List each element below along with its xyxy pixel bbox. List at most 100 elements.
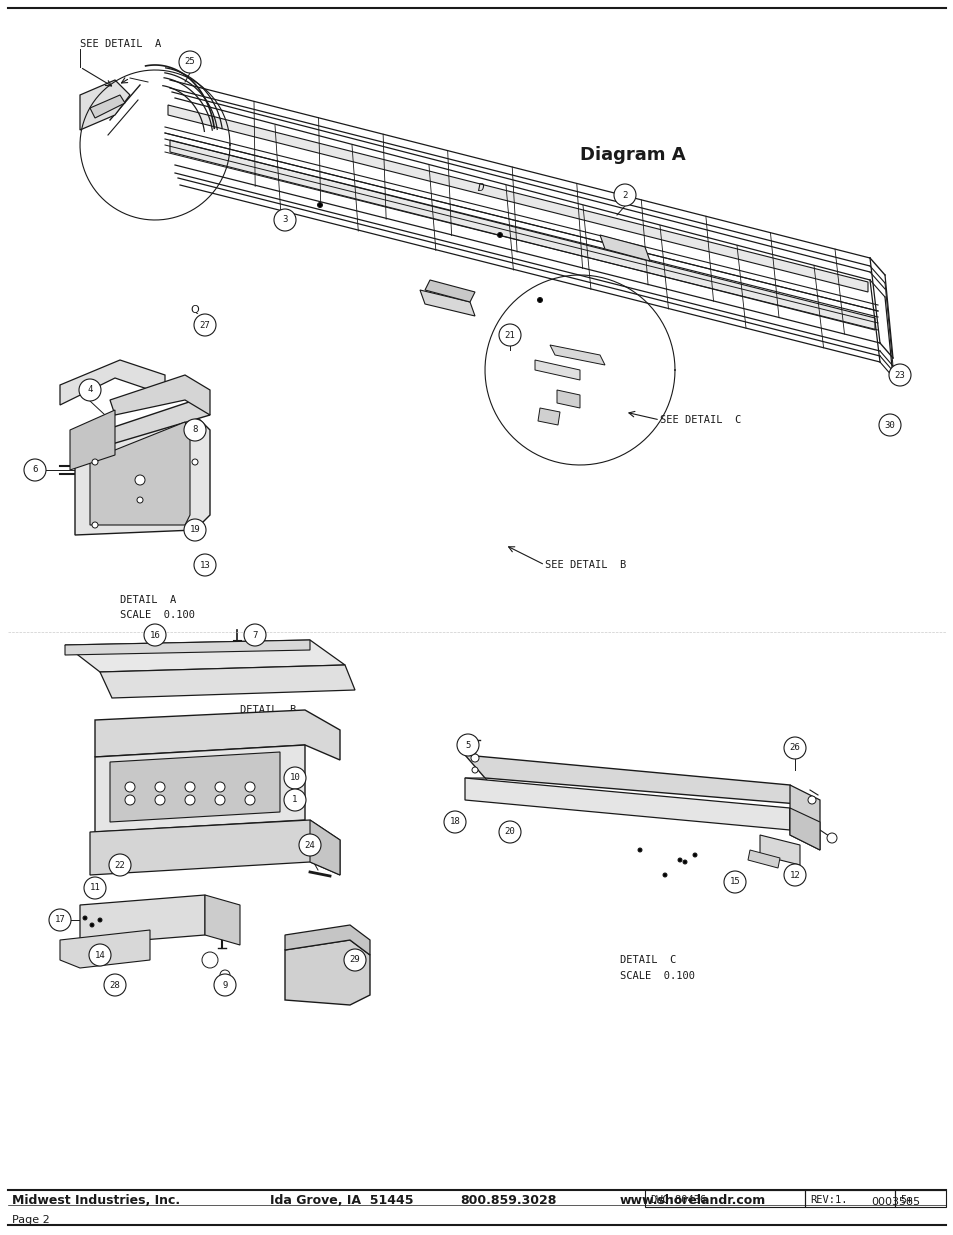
Circle shape — [193, 314, 215, 336]
Circle shape — [144, 624, 166, 646]
Circle shape — [245, 795, 254, 805]
Text: 9: 9 — [222, 981, 228, 989]
Polygon shape — [285, 940, 370, 1005]
Circle shape — [456, 734, 478, 756]
Text: D: D — [476, 183, 483, 193]
Circle shape — [154, 795, 165, 805]
Polygon shape — [550, 345, 604, 366]
Text: 17: 17 — [54, 915, 66, 925]
Circle shape — [98, 918, 102, 923]
Polygon shape — [537, 408, 559, 425]
Text: SEE DETAIL  A: SEE DETAIL A — [80, 40, 161, 49]
Polygon shape — [95, 745, 305, 832]
Circle shape — [678, 858, 681, 862]
Polygon shape — [789, 808, 820, 850]
Circle shape — [807, 797, 815, 804]
Text: 18: 18 — [449, 818, 460, 826]
Text: 27: 27 — [199, 321, 211, 330]
Text: DETAIL  A: DETAIL A — [120, 595, 176, 605]
Circle shape — [498, 821, 520, 844]
Polygon shape — [90, 820, 339, 876]
Circle shape — [184, 419, 206, 441]
Circle shape — [443, 811, 465, 832]
Polygon shape — [599, 235, 649, 261]
Circle shape — [317, 203, 322, 207]
Text: 22: 22 — [114, 861, 125, 869]
Circle shape — [185, 795, 194, 805]
Polygon shape — [464, 755, 809, 805]
Circle shape — [104, 974, 126, 995]
Circle shape — [213, 974, 235, 995]
Circle shape — [692, 853, 697, 857]
Polygon shape — [285, 925, 370, 955]
Circle shape — [537, 298, 542, 303]
Polygon shape — [65, 640, 345, 672]
Text: 11: 11 — [90, 883, 100, 893]
Text: DWG:80436: DWG:80436 — [649, 1195, 705, 1205]
Text: 28: 28 — [110, 981, 120, 989]
Polygon shape — [747, 850, 780, 868]
Circle shape — [135, 475, 145, 485]
Circle shape — [662, 873, 666, 877]
Circle shape — [184, 519, 206, 541]
Polygon shape — [70, 410, 115, 471]
Polygon shape — [205, 895, 240, 945]
Text: SCALE  0.100: SCALE 0.100 — [240, 721, 314, 731]
Circle shape — [497, 232, 502, 237]
Text: 4: 4 — [88, 385, 92, 394]
Polygon shape — [80, 895, 205, 945]
Circle shape — [614, 184, 636, 206]
Circle shape — [682, 860, 686, 864]
Text: 26: 26 — [789, 743, 800, 752]
Polygon shape — [95, 710, 339, 760]
Circle shape — [49, 909, 71, 931]
Polygon shape — [60, 930, 150, 968]
Circle shape — [83, 916, 87, 920]
Circle shape — [185, 782, 194, 792]
Polygon shape — [760, 835, 800, 864]
Text: 30: 30 — [883, 420, 895, 430]
Text: 12: 12 — [789, 871, 800, 879]
Circle shape — [193, 555, 215, 576]
Circle shape — [89, 944, 111, 966]
Text: SCALE  0.100: SCALE 0.100 — [120, 610, 194, 620]
Polygon shape — [170, 140, 874, 330]
Polygon shape — [100, 664, 355, 698]
Polygon shape — [464, 778, 789, 830]
Text: 21: 21 — [504, 331, 515, 340]
Circle shape — [125, 782, 135, 792]
Circle shape — [220, 969, 230, 981]
Text: 800.859.3028: 800.859.3028 — [459, 1194, 556, 1207]
Text: Q: Q — [191, 305, 199, 315]
Text: 25: 25 — [185, 58, 195, 67]
Circle shape — [154, 782, 165, 792]
Circle shape — [109, 853, 131, 876]
Polygon shape — [789, 785, 820, 850]
Text: 10: 10 — [290, 773, 300, 783]
Text: 7: 7 — [252, 631, 257, 640]
Circle shape — [137, 496, 143, 503]
Text: 23: 23 — [894, 370, 904, 379]
Text: 1: 1 — [292, 795, 297, 804]
Circle shape — [84, 877, 106, 899]
Text: Ida Grove, IA  51445: Ida Grove, IA 51445 — [270, 1194, 413, 1207]
Text: 13: 13 — [199, 561, 211, 569]
Text: 16: 16 — [150, 631, 160, 640]
Polygon shape — [419, 290, 475, 316]
Circle shape — [826, 832, 836, 844]
Circle shape — [244, 624, 266, 646]
Circle shape — [214, 782, 225, 792]
Text: 8: 8 — [193, 426, 197, 435]
Circle shape — [274, 209, 295, 231]
Circle shape — [783, 864, 805, 885]
Text: Page 2: Page 2 — [12, 1215, 50, 1225]
Circle shape — [723, 871, 745, 893]
Polygon shape — [557, 390, 579, 408]
Text: 19: 19 — [190, 526, 200, 535]
Polygon shape — [80, 80, 130, 130]
Circle shape — [91, 522, 98, 529]
Text: SCALE  0.100: SCALE 0.100 — [619, 971, 695, 981]
Polygon shape — [90, 95, 125, 119]
Circle shape — [638, 848, 641, 852]
Polygon shape — [535, 359, 579, 380]
